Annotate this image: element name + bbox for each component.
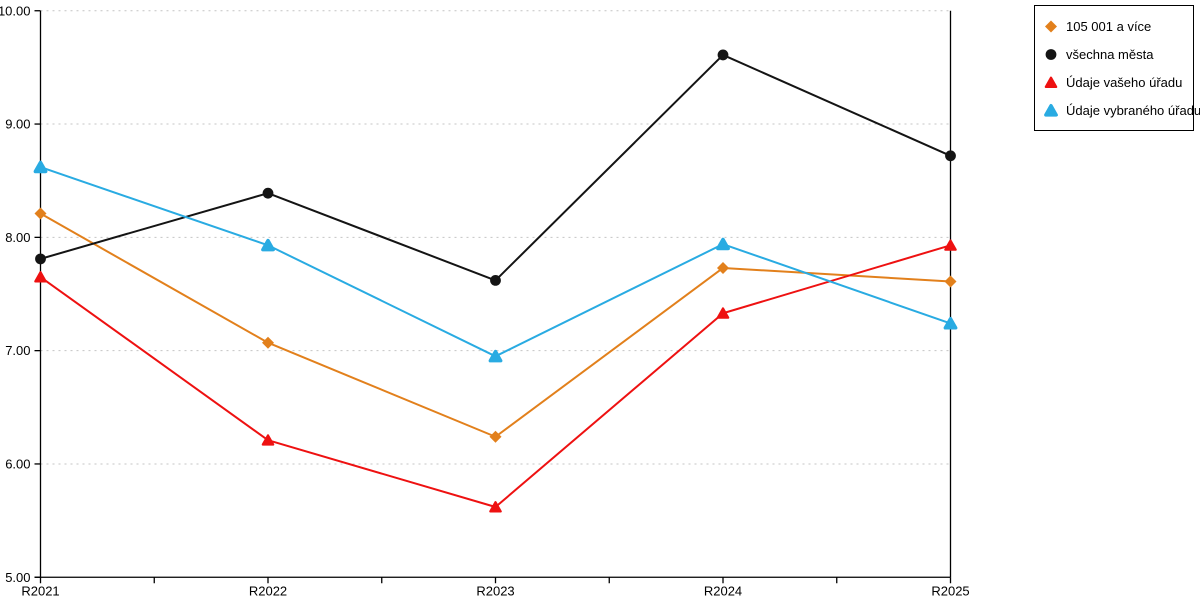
legend-marker-icon [1045, 49, 1057, 60]
data-point-marker [717, 261, 729, 274]
data-point-marker [489, 501, 502, 513]
chart-legend: 105 001 a více všechna města Údaje vašeho … [1034, 5, 1200, 131]
legend-item: 105 001 a více [1043, 12, 1185, 40]
legend-marker-icon [1044, 104, 1058, 117]
series-line-3 [39, 166, 952, 358]
legend-item-label: všechna města [1066, 46, 1154, 62]
series-line-0 [39, 212, 952, 438]
data-point-marker [261, 434, 275, 446]
data-point-marker [488, 349, 503, 363]
data-point-marker [1044, 104, 1058, 117]
legend-item: Údaje vašeho úřadu [1043, 68, 1185, 96]
data-point-marker [262, 187, 274, 199]
x-tick-label: R2024 [704, 583, 742, 598]
data-point-marker [34, 207, 47, 220]
data-point-marker [716, 237, 730, 251]
data-point-marker [945, 150, 956, 162]
y-tick-label: 6.00 [5, 456, 30, 471]
data-point-marker [262, 336, 274, 349]
y-tick-label: 10.00 [0, 3, 31, 18]
x-tick-label: R2023 [476, 583, 514, 598]
data-point-marker [34, 271, 47, 283]
data-point-marker [1045, 49, 1057, 60]
legend-item: všechna města [1043, 40, 1185, 68]
x-tick-label: R2022 [249, 583, 287, 598]
data-point-marker [1045, 20, 1057, 33]
data-point-marker [943, 316, 958, 330]
y-tick-label: 7.00 [5, 343, 30, 358]
data-point-marker [261, 238, 275, 252]
data-point-marker [33, 160, 48, 174]
data-point-marker [944, 239, 957, 251]
legend-marker-icon [1044, 76, 1058, 88]
y-tick-label: 5.00 [5, 570, 30, 585]
legend-item-label: 105 001 a více [1066, 18, 1152, 34]
x-tick-label: R2025 [931, 583, 969, 598]
data-point-marker [944, 275, 957, 288]
data-point-marker [716, 307, 730, 319]
x-tick-label: R2021 [21, 583, 59, 598]
series-line-1 [39, 53, 952, 282]
legend-item-label: Údaje vašeho úřadu [1066, 74, 1183, 90]
data-point-marker [1044, 76, 1058, 88]
legend-item: Údaje vybraného úřadu [1043, 96, 1200, 124]
data-point-marker [489, 430, 502, 443]
y-tick-label: 9.00 [5, 117, 30, 132]
legend-item-label: Údaje vybraného úřadu [1066, 102, 1200, 118]
legend-marker-icon [1045, 20, 1057, 33]
data-point-marker [490, 275, 501, 286]
data-point-marker [717, 49, 729, 61]
data-point-marker [35, 253, 46, 265]
y-tick-label: 8.00 [5, 230, 30, 245]
